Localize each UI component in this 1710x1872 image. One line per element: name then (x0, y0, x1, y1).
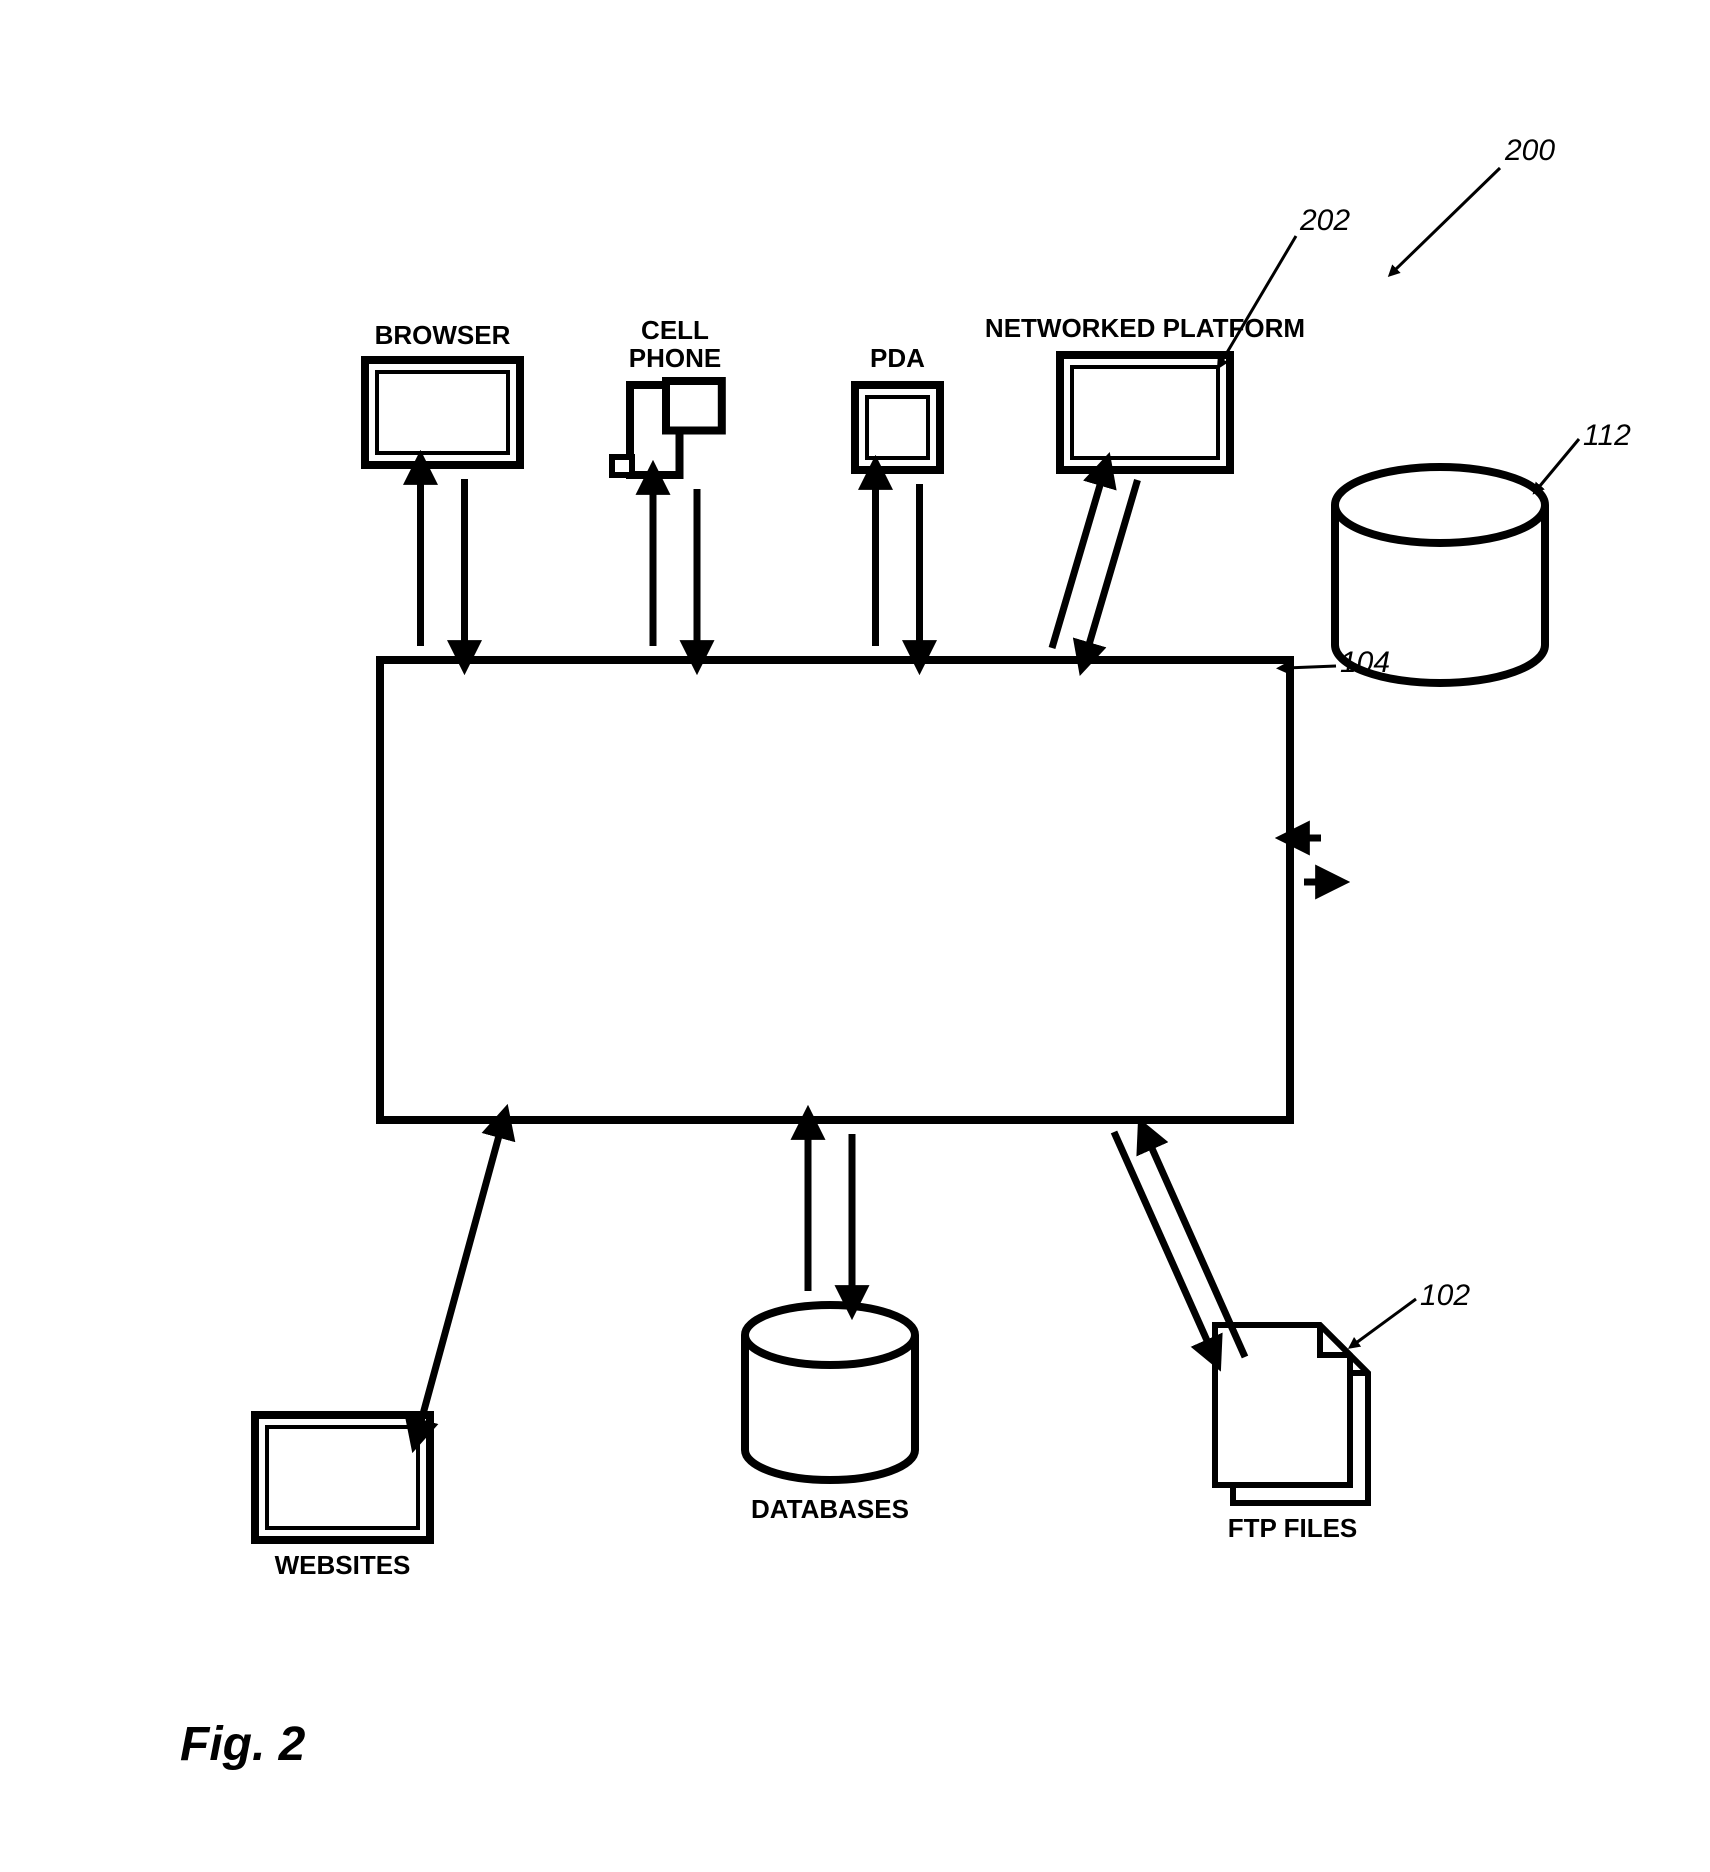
browser-node (365, 360, 520, 465)
server-block (380, 660, 1290, 1120)
ref-db-top: 112 (1583, 419, 1631, 452)
cellphone-label-2: PHONE (629, 343, 721, 373)
database-bottom-node (745, 1305, 915, 1480)
ref-files: 102 (1420, 1279, 1470, 1312)
figure-caption: Fig. 2 (180, 1718, 306, 1771)
websites-node (255, 1415, 430, 1540)
browser-label: BROWSER (375, 320, 511, 350)
platform-node (1060, 355, 1230, 470)
ref-platform: 202 (1299, 204, 1350, 237)
platform-label: NETWORKED PLATFORM (985, 313, 1305, 343)
cellphone-label-1: CELL (641, 315, 709, 345)
ftp-files-node (1215, 1325, 1368, 1503)
pda-node (855, 385, 940, 470)
websites-label: WEBSITES (275, 1550, 411, 1580)
ref-server: 104 (1340, 646, 1390, 679)
ref-figure: 200 (1504, 134, 1555, 167)
pda-label: PDA (870, 343, 925, 373)
cellphone-node (612, 381, 722, 475)
ftp-label: FTP FILES (1228, 1513, 1358, 1543)
databases-label: DATABASES (751, 1494, 909, 1524)
system-diagram: BROWSER CELL PHONE PDA NETWORKED PLATFOR… (0, 0, 1710, 1867)
